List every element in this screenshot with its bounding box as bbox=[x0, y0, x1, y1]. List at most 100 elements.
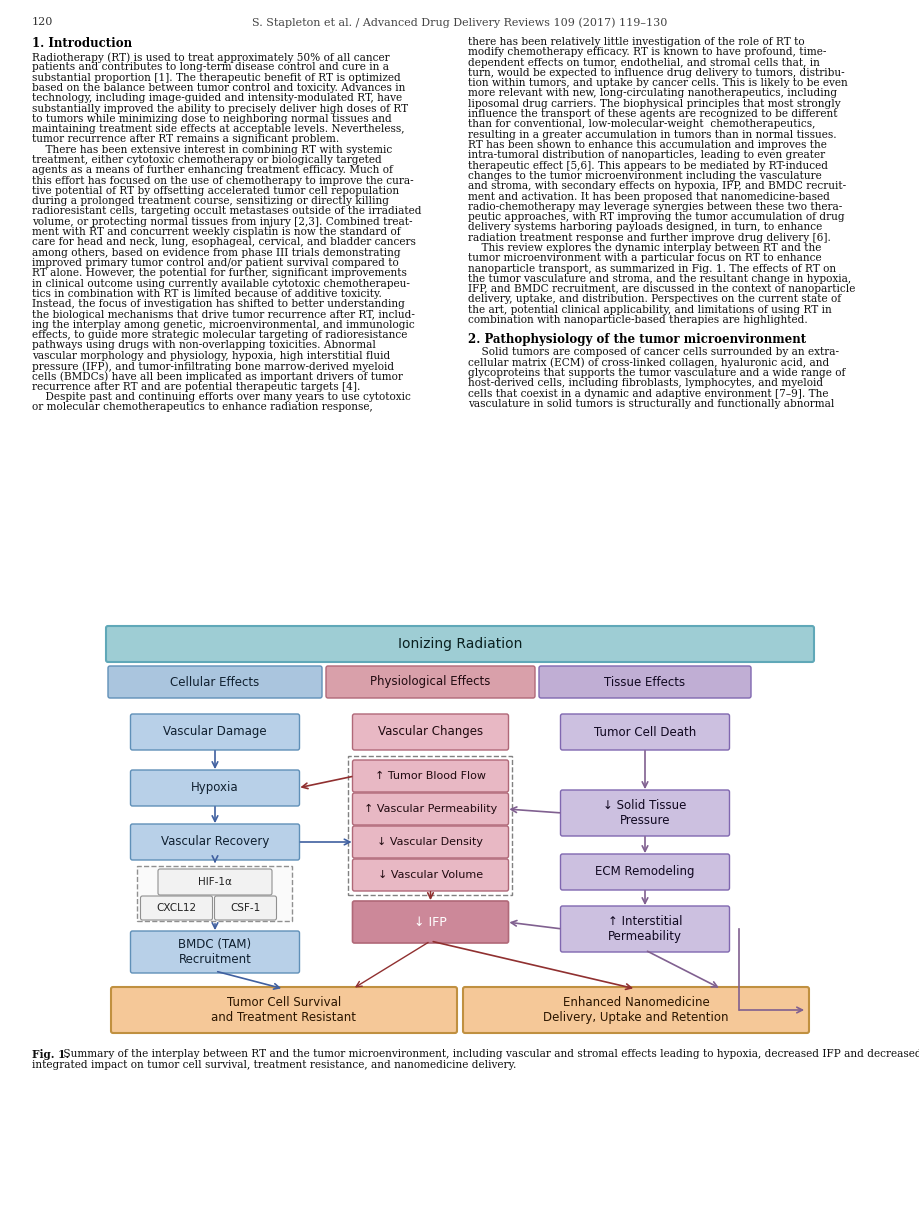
Text: this effort has focused on the use of chemotherapy to improve the cura-: this effort has focused on the use of ch… bbox=[32, 175, 414, 185]
Text: cells that coexist in a dynamic and adaptive environment [7–9]. The: cells that coexist in a dynamic and adap… bbox=[468, 389, 828, 399]
Text: tion within tumors, and uptake by cancer cells. This is likely to be even: tion within tumors, and uptake by cancer… bbox=[468, 79, 846, 88]
Text: cellular matrix (ECM) of cross-linked collagen, hyaluronic acid, and: cellular matrix (ECM) of cross-linked co… bbox=[468, 358, 828, 368]
Text: IFP, and BMDC recruitment, are discussed in the context of nanoparticle: IFP, and BMDC recruitment, are discussed… bbox=[468, 285, 855, 294]
Text: substantially improved the ability to precisely deliver high doses of RT: substantially improved the ability to pr… bbox=[32, 103, 408, 114]
FancyBboxPatch shape bbox=[352, 714, 508, 750]
Text: during a prolonged treatment course, sensitizing or directly killing: during a prolonged treatment course, sen… bbox=[32, 196, 389, 206]
Text: influence the transport of these agents are recognized to be different: influence the transport of these agents … bbox=[468, 109, 836, 119]
Text: liposomal drug carriers. The biophysical principles that most strongly: liposomal drug carriers. The biophysical… bbox=[468, 99, 840, 109]
Text: RT has been shown to enhance this accumulation and improves the: RT has been shown to enhance this accumu… bbox=[468, 140, 826, 150]
Text: HIF-1α: HIF-1α bbox=[198, 877, 232, 887]
FancyBboxPatch shape bbox=[352, 859, 508, 891]
Text: more relevant with new, long-circulating nanotherapeutics, including: more relevant with new, long-circulating… bbox=[468, 88, 836, 98]
FancyBboxPatch shape bbox=[352, 826, 508, 858]
FancyBboxPatch shape bbox=[108, 666, 322, 698]
FancyBboxPatch shape bbox=[130, 931, 300, 973]
FancyBboxPatch shape bbox=[106, 626, 813, 663]
Text: S. Stapleton et al. / Advanced Drug Delivery Reviews 109 (2017) 119–130: S. Stapleton et al. / Advanced Drug Deli… bbox=[252, 17, 667, 27]
Text: Vascular Damage: Vascular Damage bbox=[163, 725, 267, 739]
Text: ↓ IFP: ↓ IFP bbox=[414, 915, 447, 929]
Text: the biological mechanisms that drive tumor recurrence after RT, includ-: the biological mechanisms that drive tum… bbox=[32, 309, 414, 319]
FancyBboxPatch shape bbox=[352, 760, 508, 791]
Text: volume, or protecting normal tissues from injury [2,3]. Combined treat-: volume, or protecting normal tissues fro… bbox=[32, 217, 412, 227]
Text: CXCL12: CXCL12 bbox=[156, 903, 197, 913]
Text: therapeutic effect [5,6]. This appears to be mediated by RT-induced: therapeutic effect [5,6]. This appears t… bbox=[468, 161, 827, 171]
FancyBboxPatch shape bbox=[560, 790, 729, 836]
Text: Hypoxia: Hypoxia bbox=[191, 782, 239, 795]
Bar bbox=[137, 866, 292, 921]
Text: Vascular Recovery: Vascular Recovery bbox=[161, 836, 269, 849]
Text: integrated impact on tumor cell survival, treatment resistance, and nanomedicine: integrated impact on tumor cell survival… bbox=[32, 1060, 516, 1070]
Text: tumor microenvironment with a particular focus on RT to enhance: tumor microenvironment with a particular… bbox=[468, 253, 821, 264]
Text: CSF-1: CSF-1 bbox=[230, 903, 260, 913]
Text: tive potential of RT by offsetting accelerated tumor cell repopulation: tive potential of RT by offsetting accel… bbox=[32, 187, 399, 196]
Text: tics in combination with RT is limited because of additive toxicity.: tics in combination with RT is limited b… bbox=[32, 288, 381, 299]
Text: Solid tumors are composed of cancer cells surrounded by an extra-: Solid tumors are composed of cancer cell… bbox=[468, 347, 838, 357]
Text: ↑ Interstitial
Permeability: ↑ Interstitial Permeability bbox=[607, 915, 682, 944]
Text: substantial proportion [1]. The therapeutic benefit of RT is optimized: substantial proportion [1]. The therapeu… bbox=[32, 72, 401, 82]
Text: agents as a means of further enhancing treatment efficacy. Much of: agents as a means of further enhancing t… bbox=[32, 166, 392, 175]
Text: improved primary tumor control and/or patient survival compared to: improved primary tumor control and/or pa… bbox=[32, 258, 398, 267]
Text: care for head and neck, lung, esophageal, cervical, and bladder cancers: care for head and neck, lung, esophageal… bbox=[32, 237, 415, 248]
Text: RT alone. However, the potential for further, significant improvements: RT alone. However, the potential for fur… bbox=[32, 269, 406, 279]
Text: ↓ Vascular Density: ↓ Vascular Density bbox=[377, 837, 483, 847]
Text: Vascular Changes: Vascular Changes bbox=[378, 725, 482, 739]
Text: there has been relatively little investigation of the role of RT to: there has been relatively little investi… bbox=[468, 37, 804, 47]
Text: tumor recurrence after RT remains a significant problem.: tumor recurrence after RT remains a sign… bbox=[32, 135, 339, 145]
Text: radio-chemotherapy may leverage synergies between these two thera-: radio-chemotherapy may leverage synergie… bbox=[468, 201, 841, 212]
Text: Enhanced Nanomedicine
Delivery, Uptake and Retention: Enhanced Nanomedicine Delivery, Uptake a… bbox=[542, 996, 728, 1025]
Text: intra-tumoral distribution of nanoparticles, leading to even greater: intra-tumoral distribution of nanopartic… bbox=[468, 150, 824, 161]
Text: the art, potential clinical applicability, and limitations of using RT in: the art, potential clinical applicabilit… bbox=[468, 304, 831, 315]
Text: Cellular Effects: Cellular Effects bbox=[170, 676, 259, 688]
Text: Despite past and continuing efforts over many years to use cytotoxic: Despite past and continuing efforts over… bbox=[32, 391, 411, 402]
Text: vasculature in solid tumors is structurally and functionally abnormal: vasculature in solid tumors is structura… bbox=[468, 399, 834, 409]
Text: ing the interplay among genetic, microenvironmental, and immunologic: ing the interplay among genetic, microen… bbox=[32, 320, 414, 330]
Text: Instead, the focus of investigation has shifted to better understanding: Instead, the focus of investigation has … bbox=[32, 299, 404, 309]
Text: nanoparticle transport, as summarized in Fig. 1. The effects of RT on: nanoparticle transport, as summarized in… bbox=[468, 264, 835, 274]
Text: cells (BMDCs) have all been implicated as important drivers of tumor: cells (BMDCs) have all been implicated a… bbox=[32, 372, 403, 382]
Text: delivery systems harboring payloads designed, in turn, to enhance: delivery systems harboring payloads desi… bbox=[468, 222, 822, 232]
Text: technology, including image-guided and intensity-modulated RT, have: technology, including image-guided and i… bbox=[32, 93, 402, 103]
Text: Tumor Cell Survival
and Treatment Resistant: Tumor Cell Survival and Treatment Resist… bbox=[211, 996, 357, 1025]
Text: Summary of the interplay between RT and the tumor microenvironment, including va: Summary of the interplay between RT and … bbox=[60, 1049, 919, 1059]
Text: changes to the tumor microenvironment including the vasculature: changes to the tumor microenvironment in… bbox=[468, 171, 821, 180]
Text: peutic approaches, with RT improving the tumor accumulation of drug: peutic approaches, with RT improving the… bbox=[468, 212, 844, 222]
Text: combination with nanoparticle-based therapies are highlighted.: combination with nanoparticle-based ther… bbox=[468, 315, 807, 325]
Text: radiation treatment response and further improve drug delivery [6].: radiation treatment response and further… bbox=[468, 233, 830, 243]
Text: glycoproteins that supports the tumor vasculature and a wide range of: glycoproteins that supports the tumor va… bbox=[468, 368, 845, 378]
FancyBboxPatch shape bbox=[539, 666, 750, 698]
Text: pathways using drugs with non-overlapping toxicities. Abnormal: pathways using drugs with non-overlappin… bbox=[32, 340, 376, 351]
Text: to tumors while minimizing dose to neighboring normal tissues and: to tumors while minimizing dose to neigh… bbox=[32, 114, 391, 124]
Text: patients and contributes to long-term disease control and cure in a: patients and contributes to long-term di… bbox=[32, 63, 389, 72]
Text: ment and activation. It has been proposed that nanomedicine-based: ment and activation. It has been propose… bbox=[468, 191, 829, 201]
Text: and stroma, with secondary effects on hypoxia, IFP, and BMDC recruit-: and stroma, with secondary effects on hy… bbox=[468, 182, 845, 191]
Text: ↑ Tumor Blood Flow: ↑ Tumor Blood Flow bbox=[375, 771, 485, 782]
Text: dependent effects on tumor, endothelial, and stromal cells that, in: dependent effects on tumor, endothelial,… bbox=[468, 58, 819, 67]
Text: This review explores the dynamic interplay between RT and the: This review explores the dynamic interpl… bbox=[468, 243, 821, 253]
Text: Tissue Effects: Tissue Effects bbox=[604, 676, 685, 688]
FancyBboxPatch shape bbox=[141, 896, 212, 920]
Text: delivery, uptake, and distribution. Perspectives on the current state of: delivery, uptake, and distribution. Pers… bbox=[468, 294, 840, 304]
Text: based on the balance between tumor control and toxicity. Advances in: based on the balance between tumor contr… bbox=[32, 83, 405, 93]
Text: ↑ Vascular Permeability: ↑ Vascular Permeability bbox=[364, 804, 496, 814]
Text: the tumor vasculature and stroma, and the resultant change in hypoxia,: the tumor vasculature and stroma, and th… bbox=[468, 274, 850, 283]
Text: Fig. 1.: Fig. 1. bbox=[32, 1049, 69, 1060]
Text: effects, to guide more strategic molecular targeting of radioresistance: effects, to guide more strategic molecul… bbox=[32, 330, 407, 340]
FancyBboxPatch shape bbox=[111, 987, 457, 1033]
Text: treatment, either cytotoxic chemotherapy or biologically targeted: treatment, either cytotoxic chemotherapy… bbox=[32, 155, 381, 164]
Text: maintaining treatment side effects at acceptable levels. Nevertheless,: maintaining treatment side effects at ac… bbox=[32, 124, 404, 134]
Text: BMDC (TAM)
Recruitment: BMDC (TAM) Recruitment bbox=[178, 937, 251, 966]
Text: 1. Introduction: 1. Introduction bbox=[32, 37, 132, 50]
Text: pressure (IFP), and tumor-infiltrating bone marrow-derived myeloid: pressure (IFP), and tumor-infiltrating b… bbox=[32, 361, 393, 372]
Text: host-derived cells, including fibroblasts, lymphocytes, and myeloid: host-derived cells, including fibroblast… bbox=[468, 378, 823, 388]
FancyBboxPatch shape bbox=[130, 771, 300, 806]
Text: ↓ Solid Tissue
Pressure: ↓ Solid Tissue Pressure bbox=[603, 799, 686, 827]
Text: resulting in a greater accumulation in tumors than in normal tissues.: resulting in a greater accumulation in t… bbox=[468, 130, 835, 140]
Bar bbox=[348, 756, 512, 894]
FancyBboxPatch shape bbox=[130, 714, 300, 750]
Text: ↓ Vascular Volume: ↓ Vascular Volume bbox=[378, 870, 482, 880]
Text: 2. Pathophysiology of the tumor microenvironment: 2. Pathophysiology of the tumor microenv… bbox=[468, 334, 805, 346]
Text: modify chemotherapy efficacy. RT is known to have profound, time-: modify chemotherapy efficacy. RT is know… bbox=[468, 48, 825, 58]
FancyBboxPatch shape bbox=[158, 869, 272, 894]
Text: radioresistant cells, targeting occult metastases outside of the irradiated: radioresistant cells, targeting occult m… bbox=[32, 206, 421, 216]
